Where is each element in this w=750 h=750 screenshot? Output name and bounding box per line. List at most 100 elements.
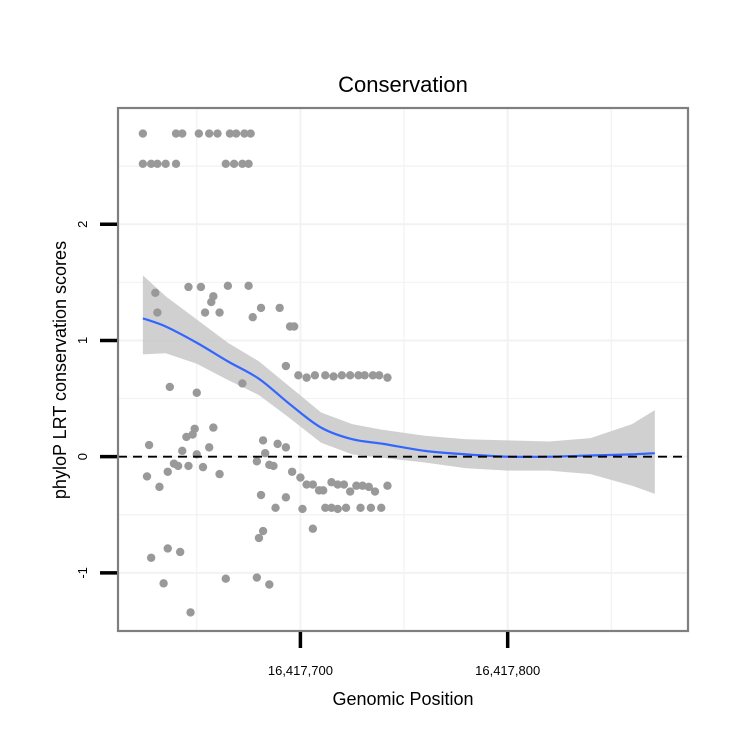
data-point [240, 129, 249, 138]
data-point [383, 481, 392, 490]
data-point [209, 423, 218, 432]
x-axis-title: Genomic Position [332, 689, 473, 709]
data-point [215, 308, 224, 317]
data-point [244, 281, 253, 291]
data-point [258, 526, 268, 536]
data-point [138, 159, 148, 168]
chart-title: Conservation [338, 72, 468, 97]
data-point [252, 573, 262, 582]
x-tick-label: 16,417,700 [268, 663, 333, 678]
data-point [275, 303, 284, 313]
data-point [190, 424, 199, 433]
data-point [287, 467, 297, 476]
data-point [248, 313, 257, 322]
data-point [319, 486, 328, 495]
data-point [289, 322, 299, 331]
data-point [178, 129, 187, 138]
data-point [153, 159, 162, 168]
data-point [163, 467, 172, 476]
data-point [339, 480, 349, 489]
data-point [327, 503, 336, 513]
data-point [207, 297, 216, 307]
data-point [345, 487, 355, 496]
data-point [337, 371, 347, 380]
data-point [329, 372, 338, 381]
data-point [358, 481, 367, 490]
data-point [223, 281, 233, 291]
data-point [370, 487, 380, 496]
data-point [186, 608, 195, 617]
data-point [244, 159, 253, 168]
y-tick-label: 0 [75, 453, 90, 460]
data-point [238, 159, 247, 168]
data-point [302, 480, 311, 489]
data-point [159, 579, 168, 588]
data-point [151, 288, 160, 297]
data-point [173, 461, 183, 471]
data-point [153, 308, 162, 317]
data-point [360, 371, 369, 380]
data-point [321, 371, 330, 380]
data-point [333, 480, 342, 489]
data-point [354, 371, 363, 380]
data-point [252, 457, 262, 466]
data-point [265, 580, 274, 589]
data-point [196, 282, 206, 292]
data-point [194, 129, 204, 138]
data-point [184, 461, 193, 471]
data-point [281, 361, 291, 371]
data-point [171, 159, 181, 168]
data-point [146, 553, 156, 562]
data-point [352, 481, 361, 490]
data-point [163, 544, 172, 553]
data-point [273, 439, 282, 449]
data-point [383, 373, 392, 382]
data-point [377, 503, 386, 513]
data-point [281, 493, 291, 502]
data-point [302, 373, 311, 382]
y-axis: -1 0 1 2 [75, 221, 117, 579]
data-point [229, 159, 239, 168]
x-tick-label: 16,417,800 [475, 663, 540, 678]
y-axis-title: phyloP LRT conservation scores [50, 241, 70, 499]
data-point [205, 129, 214, 138]
data-point [254, 533, 264, 543]
data-point [374, 371, 384, 380]
data-point [356, 503, 365, 513]
data-point [366, 503, 376, 513]
y-tick-label: 1 [75, 337, 90, 344]
plot-panel [118, 108, 688, 631]
data-point [260, 448, 270, 458]
data-point [155, 482, 164, 492]
data-point [205, 443, 214, 452]
data-point [178, 446, 187, 456]
data-point [144, 440, 154, 450]
data-point [198, 462, 208, 472]
data-point [231, 129, 241, 138]
data-point [321, 503, 330, 513]
data-point [215, 469, 224, 479]
data-point [258, 436, 268, 445]
data-point [368, 371, 378, 380]
data-point [308, 480, 318, 489]
data-point [364, 482, 373, 492]
data-point [184, 282, 193, 292]
data-point [238, 379, 247, 388]
data-point [294, 371, 303, 380]
y-tick-label: -1 [75, 567, 90, 579]
data-point [341, 503, 351, 513]
data-point [161, 159, 170, 168]
panel-border [116, 106, 690, 633]
data-point [138, 129, 148, 138]
data-point [213, 129, 222, 138]
data-point [333, 504, 342, 514]
data-point [200, 308, 210, 317]
data-point [269, 461, 278, 471]
data-point [308, 524, 318, 533]
data-point [271, 503, 280, 513]
data-point [192, 388, 201, 397]
data-point [298, 504, 307, 514]
x-axis: 16,417,700 16,417,800 [268, 632, 540, 678]
data-point [165, 382, 175, 392]
data-point [221, 159, 230, 168]
